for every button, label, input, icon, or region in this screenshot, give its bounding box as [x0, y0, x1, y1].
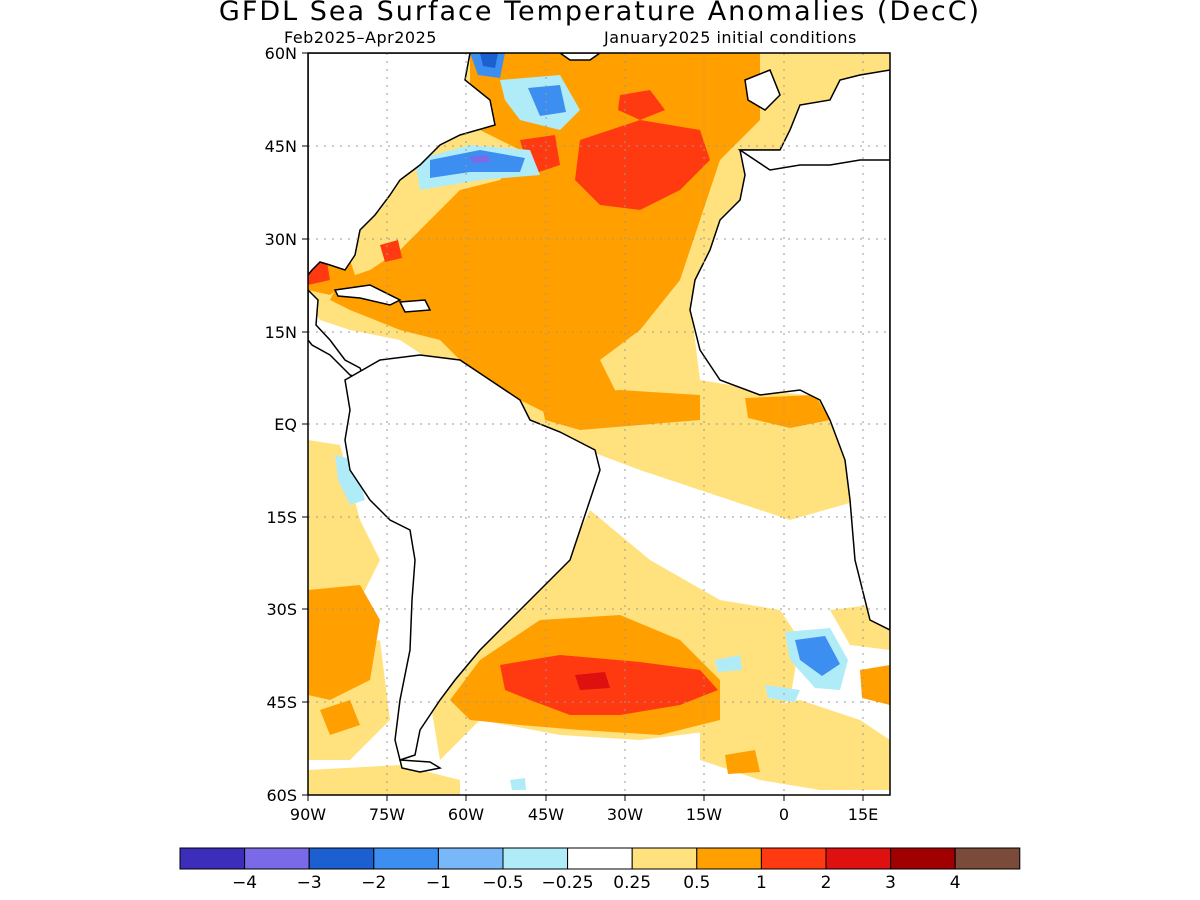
y-tick-label: 45N [265, 137, 297, 156]
colorbar-label: 2 [821, 873, 832, 893]
anomaly-region [795, 636, 840, 676]
y-tick-label: 30S [266, 600, 297, 619]
initial-conditions: January2025 initial conditions [604, 28, 857, 47]
anomaly-region [618, 90, 665, 120]
colorbar-swatch [954, 847, 1021, 870]
anomaly-region [380, 240, 402, 262]
british-isles [744, 69, 781, 111]
y-tick-label: 60S [266, 786, 297, 805]
hispaniola [398, 299, 432, 313]
anomaly-region [575, 120, 710, 210]
africa [689, 149, 890, 631]
colorbar-label: 1 [756, 873, 767, 893]
x-ticks [307, 795, 864, 801]
y-tick-label: 60N [265, 44, 297, 63]
y-tick-label: EQ [274, 415, 297, 434]
colorbar-labels: −4 −3 −2 −1 −0.5 −0.25 0.25 0.5 1 2 3 4 [232, 873, 961, 893]
lat-lon-grid [308, 53, 890, 795]
colorbar-label: −0.25 [542, 873, 594, 893]
colorbar-label: −4 [232, 873, 257, 893]
colorbar-swatch [760, 847, 827, 870]
x-tick-label: 90W [290, 805, 326, 824]
cuba [333, 284, 402, 306]
x-tick-label: 15E [848, 805, 878, 824]
colorbar-swatch [244, 847, 310, 870]
anomaly-region [765, 685, 800, 702]
colorbar-label: −3 [297, 873, 322, 893]
anomaly-field [308, 53, 890, 795]
anomaly-region [308, 585, 380, 700]
anomaly-region [480, 53, 498, 68]
anomaly-region [308, 765, 460, 795]
colorbar-swatch [308, 847, 375, 870]
colorbar-label: −0.5 [482, 873, 523, 893]
y-tick-label: 15N [265, 323, 297, 342]
colorbar-swatch [890, 847, 956, 870]
y-tick-label: 45S [266, 693, 297, 712]
y-axis-labels: 60N 45N 30N 15N EQ 15S 30S 45S 60S [265, 44, 297, 805]
colorbar-label: −1 [426, 873, 451, 893]
colorbar-swatch [825, 847, 892, 870]
colorbar [179, 847, 1021, 870]
x-tick-label: 0 [779, 805, 789, 824]
landmasses [308, 53, 890, 773]
anomaly-region [510, 778, 526, 790]
x-tick-label: 45W [528, 805, 564, 824]
colorbar-label: −2 [361, 873, 386, 893]
x-axis-labels: 90W 75W 60W 45W 30W 15W 0 15E [290, 805, 878, 824]
colorbar-swatch [631, 847, 698, 870]
europe [737, 69, 890, 171]
x-tick-label: 60W [448, 805, 484, 824]
anomaly-region [470, 155, 490, 163]
colorbar-label: 0.25 [613, 873, 651, 893]
south-america [344, 354, 601, 761]
anomaly-region [860, 665, 890, 705]
anomaly-region [575, 672, 610, 690]
colorbar-swatch [373, 847, 439, 870]
colorbar-swatch [567, 847, 633, 870]
colorbar-swatch [437, 847, 504, 870]
forecast-period: Feb2025–Apr2025 [284, 28, 437, 47]
colorbar-swatch [696, 847, 762, 870]
anomaly-region [528, 85, 566, 116]
anomaly-region [540, 390, 700, 430]
colorbar-label: 0.5 [683, 873, 710, 893]
y-ticks [302, 52, 308, 796]
colorbar-label: 3 [885, 873, 896, 893]
colorbar-swatch [502, 847, 569, 870]
anomaly-region [715, 655, 742, 672]
x-tick-label: 15W [686, 805, 722, 824]
anomaly-region [335, 455, 365, 505]
colorbar-swatch [179, 847, 246, 870]
x-tick-label: 30W [607, 805, 643, 824]
colorbar-label: 4 [950, 873, 961, 893]
map-title: GFDL Sea Surface Temperature Anomalies (… [218, 0, 982, 27]
y-tick-label: 30N [265, 230, 297, 249]
x-tick-label: 75W [369, 805, 405, 824]
anomaly-region [430, 150, 525, 178]
anomaly-region [320, 700, 360, 735]
iceland-greenland-coast [558, 53, 602, 61]
anomaly-region [745, 395, 830, 428]
tierra-del-fuego [399, 759, 443, 773]
north-america [308, 53, 496, 277]
anomaly-region [725, 750, 760, 774]
y-tick-label: 15S [266, 508, 297, 527]
